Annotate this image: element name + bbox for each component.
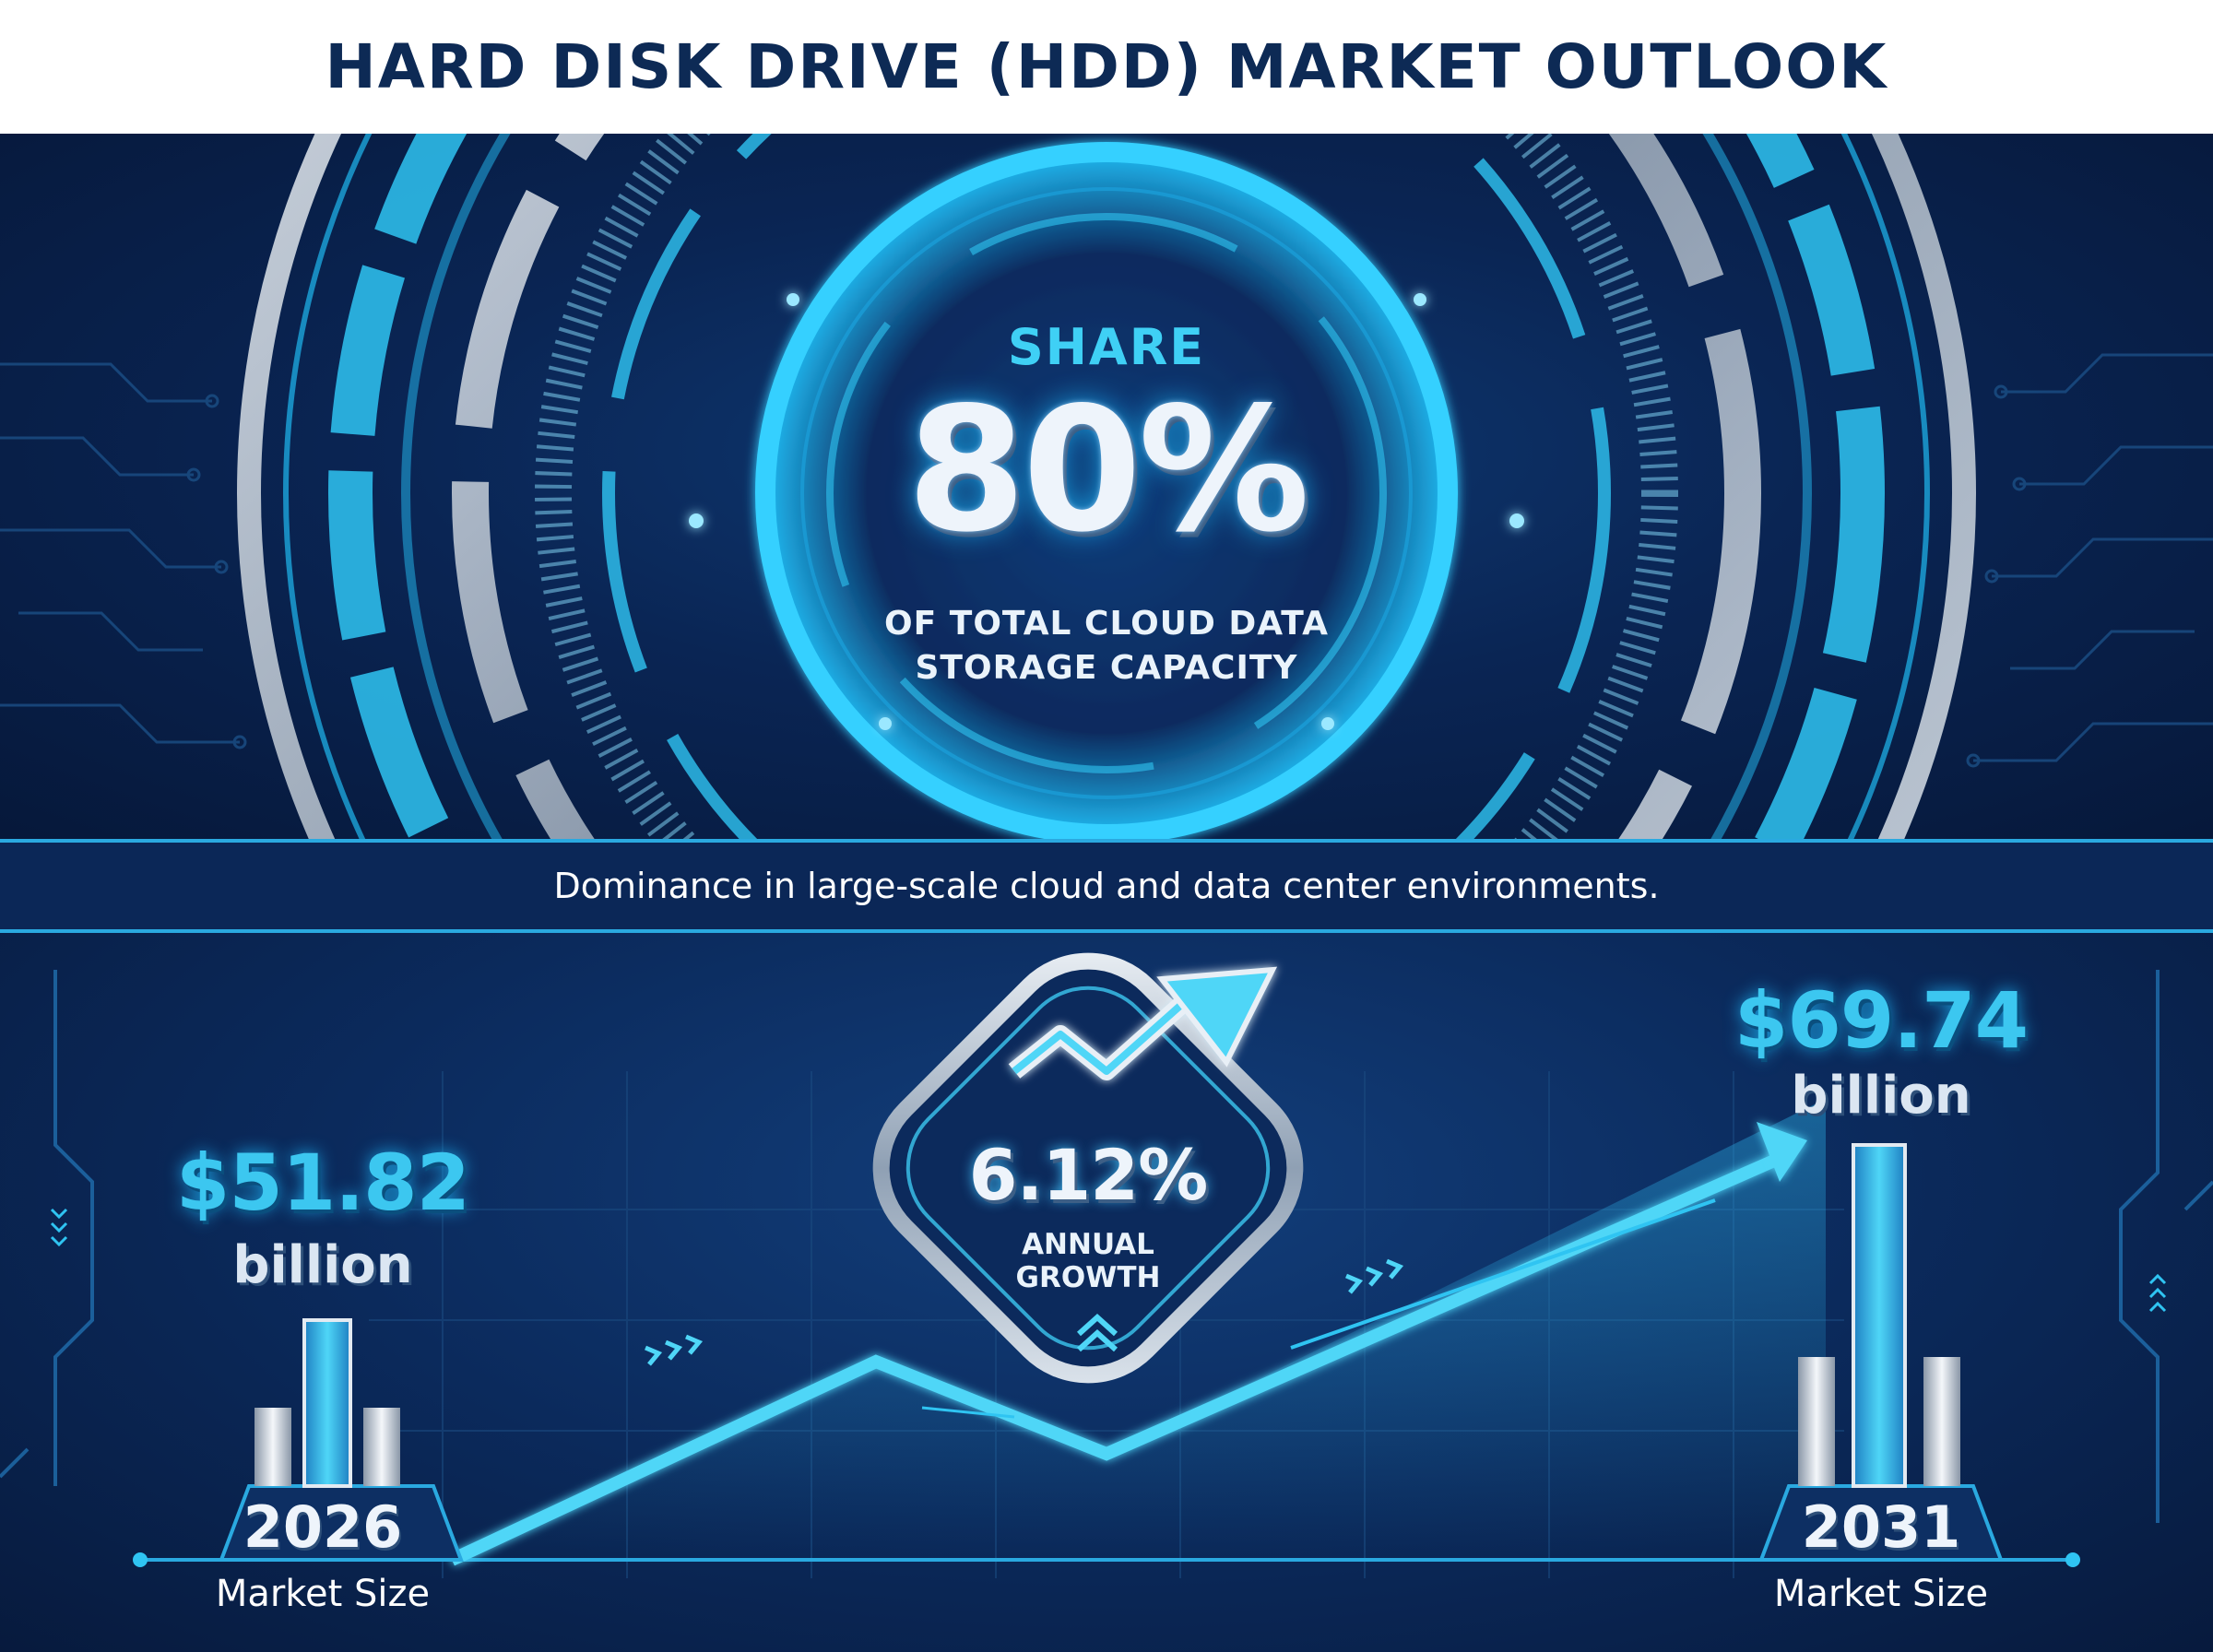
title-bar: HARD DISK DRIVE (HDD) MARKET OUTLOOK [0,0,2213,134]
trend-arrow-icon [1008,966,1278,1080]
page-title: HARD DISK DRIVE (HDD) MARKET OUTLOOK [325,31,1888,102]
pillar-left-2 [363,1408,400,1486]
chevron-right-icons [645,1258,1404,1366]
share-description-line2: STORAGE CAPACITY [915,649,1298,687]
rings-graphic [0,134,2213,839]
trend-line-secondary [1290,1198,1716,1350]
growth-label: ANNUAL GROWTH [904,1228,1272,1294]
caption-2026: Market Size [215,1573,431,1615]
growth-badge [872,952,1304,1384]
platform-2031 [1758,1484,2004,1562]
chevron-down-icons [50,1208,68,1247]
share-value: 80% [906,370,1309,570]
year-2026: 2026 [243,1493,403,1561]
glow-dots [689,293,1524,730]
value-2031: $69.74 [1734,975,2029,1066]
unit-2026: billion [232,1235,413,1295]
share-panel: SHARE 80% OF TOTAL CLOUD DATA STORAGE CA… [0,134,2213,839]
trend-arrowhead [1757,1122,1807,1182]
circuit-lines-bottom [0,970,2213,1523]
tagline: Dominance in large-scale cloud and data … [553,866,1660,906]
circuit-lines-left [0,362,247,749]
caption-2031: Market Size [1773,1573,1989,1615]
baseline-dot-right [2065,1552,2080,1567]
value-2026: $51.82 [175,1138,470,1228]
market-panel: $51.82 billion 2026 Market Size $69.74 b… [0,933,2213,1652]
baseline-dot-left [133,1552,148,1567]
trend-line [449,1148,1792,1566]
platform-2026 [219,1484,464,1562]
growth-graphic [0,952,2213,1578]
bar-2026 [302,1318,352,1488]
unit-2031: billion [1791,1066,1971,1126]
pillar-right-1 [1798,1357,1835,1486]
pillar-right-2 [1923,1357,1960,1486]
growth-label-line2: GROWTH [1015,1261,1161,1294]
chevron-up-icons-right [2148,1273,2167,1313]
trend-area [452,1099,1826,1560]
share-description-line1: OF TOTAL CLOUD DATA [884,605,1329,643]
tagline-band: Dominance in large-scale cloud and data … [0,839,2213,933]
share-description: OF TOTAL CLOUD DATA STORAGE CAPACITY [0,602,2213,690]
growth-value: 6.12% [968,1134,1209,1216]
growth-label-line1: ANNUAL [1022,1228,1154,1261]
share-label: SHARE [1007,318,1206,376]
chevron-up-icon [1076,1313,1118,1352]
pillar-left-1 [254,1408,291,1486]
year-2031: 2031 [1801,1493,1961,1561]
circuit-lines-right [1966,353,2213,768]
bar-2031 [1852,1143,1907,1488]
